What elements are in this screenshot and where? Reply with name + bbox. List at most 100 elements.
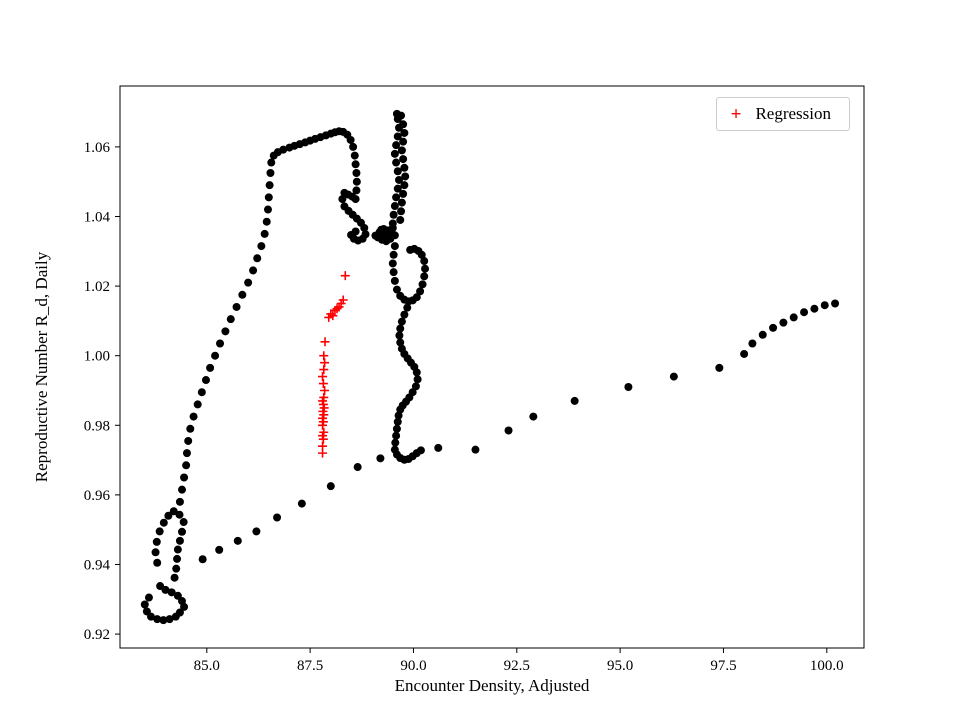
y-tick-label: 1.04 [84,209,111,225]
data-point [216,339,225,348]
data-point [397,198,406,207]
data-point [201,376,210,385]
data-point [570,396,579,405]
regression-point [320,337,330,347]
x-tick-label: 100.0 [810,658,844,674]
regression-point [319,427,329,437]
data-point [390,276,399,285]
data-point [159,616,168,625]
data-point [151,548,160,557]
axes-box [119,85,865,649]
regression-point [318,379,328,389]
data-point [392,285,401,294]
data-point [420,257,429,266]
data-point [831,299,840,308]
data-point [392,424,401,433]
data-point [396,338,405,347]
data-point [175,510,184,519]
data-point [396,324,405,333]
data-point [346,135,355,144]
data-point [265,181,274,190]
data-point [233,536,242,545]
y-tick-label: 0.92 [84,627,110,643]
data-point [395,331,404,340]
data-point [393,417,402,426]
data-point [152,537,161,546]
x-tick-label: 97.5 [710,658,736,674]
data-point [715,363,724,372]
series-regression [318,271,350,458]
data-point [273,513,282,522]
data-point [167,588,176,597]
data-point [399,189,408,198]
data-point [279,145,288,154]
data-point [397,146,406,155]
x-tick-label: 85.0 [194,658,220,674]
y-tick-label: 1.06 [84,140,111,156]
data-point [390,242,399,251]
regression-point [319,351,329,361]
data-point [326,482,335,491]
data-point [399,155,408,164]
data-point [173,591,182,600]
data-point [389,268,398,277]
series-observations [140,109,840,625]
regression-point [318,372,328,382]
data-point [400,181,409,190]
data-point [820,301,829,310]
data-point [338,195,347,204]
data-point [193,400,202,409]
data-point [400,163,409,172]
data-point [769,323,778,332]
regression-point [319,365,329,375]
data-point [153,615,162,624]
data-point [748,339,757,348]
regression-point [328,311,338,321]
data-point [800,308,809,317]
data-point [263,205,272,214]
data-point [400,310,409,319]
data-point [350,151,359,160]
data-point [184,436,193,445]
data-point [197,388,206,397]
data-point [351,227,360,236]
data-point [155,527,164,536]
data-point [388,219,397,228]
data-point [179,518,188,527]
data-point [238,290,247,299]
data-point [353,463,362,472]
data-point [471,445,480,454]
data-point [249,266,258,275]
x-tick-label: 92.5 [504,658,530,674]
data-point [206,363,215,372]
data-point [178,485,186,494]
data-point [416,446,425,455]
data-point [377,225,386,234]
regression-point [318,441,328,451]
data-point [434,443,443,452]
data-point [390,231,399,240]
regression-point [340,271,350,281]
data-point [392,193,401,202]
y-axis-label: Reproductive Number R_d, Daily [32,251,51,483]
regression-point [332,304,342,314]
data-point [390,202,399,211]
regression-point [320,358,330,368]
data-point [180,473,189,482]
data-point [403,303,412,312]
data-point [624,383,633,392]
data-point [175,536,184,545]
data-point [352,177,361,186]
data-point [156,582,165,591]
data-point [669,372,678,381]
data-point [182,449,191,458]
data-point [164,511,173,520]
data-point [244,278,253,287]
data-point [262,217,271,226]
data-point [352,186,361,195]
data-point [153,558,162,567]
data-point [376,454,385,463]
data-point [400,128,409,137]
data-point [352,168,361,177]
